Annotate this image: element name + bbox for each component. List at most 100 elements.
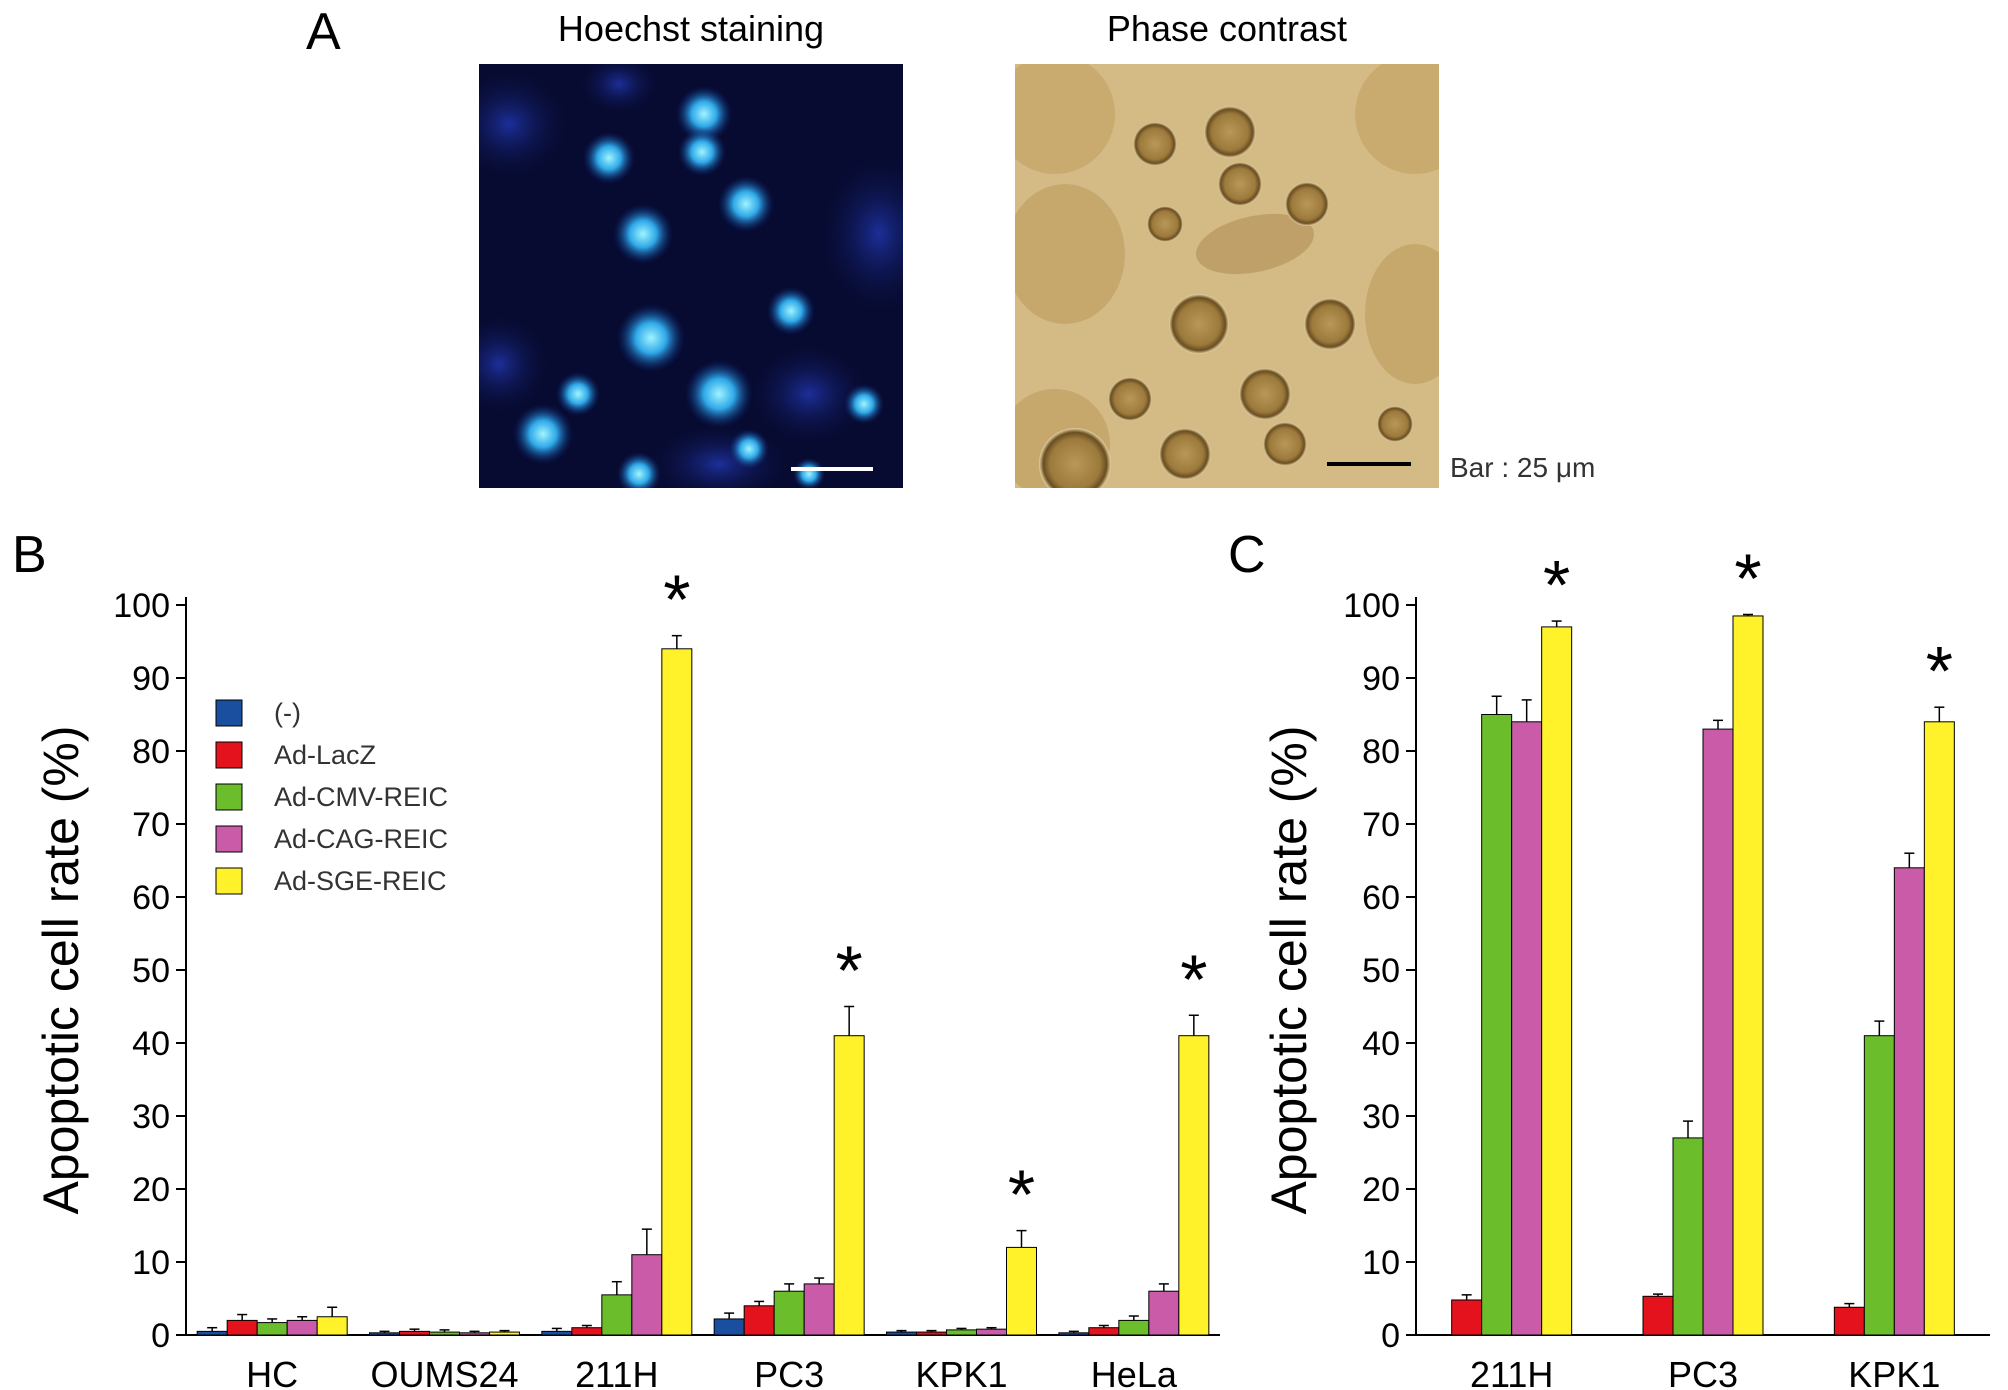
hoechst-micrograph bbox=[479, 64, 903, 488]
x-tick-label: 211H bbox=[1470, 1354, 1553, 1390]
significance-marker: * bbox=[836, 932, 863, 1010]
bar bbox=[226, 1319, 258, 1336]
y-tick-label: 40 bbox=[132, 1025, 170, 1063]
y-tick-label: 90 bbox=[132, 660, 170, 698]
bar bbox=[1511, 721, 1543, 1336]
bar bbox=[399, 1330, 430, 1336]
scale-bar-label: Bar : 25 μm bbox=[1450, 452, 1596, 483]
y-tick-label: 20 bbox=[1362, 1171, 1400, 1209]
legend-label: Ad-LacZ bbox=[274, 740, 376, 770]
legend-swatch bbox=[215, 783, 243, 811]
bar bbox=[1642, 1295, 1674, 1336]
y-tick-label: 30 bbox=[1362, 1098, 1400, 1136]
x-tick-label: HeLa bbox=[1091, 1354, 1178, 1390]
x-tick-label: PC3 bbox=[1668, 1354, 1738, 1390]
significance-marker: * bbox=[663, 561, 690, 639]
phase-title: Phase contrast bbox=[1106, 8, 1348, 49]
bar bbox=[196, 1330, 228, 1336]
bar bbox=[1893, 867, 1925, 1336]
bar bbox=[1451, 1299, 1483, 1336]
bar bbox=[1672, 1137, 1704, 1336]
y-tick-label: 0 bbox=[151, 1317, 170, 1355]
bar bbox=[743, 1305, 775, 1336]
bar bbox=[601, 1294, 633, 1336]
x-tick-label: KPK1 bbox=[915, 1354, 1007, 1390]
hoechst-scale-bar bbox=[791, 467, 873, 471]
bar bbox=[1118, 1319, 1150, 1336]
hoechst-title: Hoechst staining bbox=[557, 8, 825, 49]
bar bbox=[1702, 728, 1734, 1336]
bar bbox=[803, 1283, 835, 1336]
bar bbox=[1178, 1035, 1210, 1336]
y-tick-label: 100 bbox=[113, 587, 170, 625]
bar bbox=[1541, 626, 1573, 1336]
legend-label: (-) bbox=[274, 698, 301, 728]
bar bbox=[773, 1290, 805, 1336]
y-tick-label: 90 bbox=[1362, 660, 1400, 698]
legend-label: Ad-CMV-REIC bbox=[274, 782, 448, 812]
significance-marker: * bbox=[1180, 940, 1207, 1018]
bar bbox=[976, 1328, 1007, 1336]
y-tick-label: 10 bbox=[132, 1244, 170, 1282]
legend-swatch bbox=[215, 867, 243, 895]
y-tick-label: 20 bbox=[132, 1171, 170, 1209]
legend-swatch bbox=[215, 699, 243, 727]
bar bbox=[571, 1327, 603, 1336]
bar bbox=[541, 1330, 573, 1336]
legend-label: Ad-SGE-REIC bbox=[274, 866, 447, 896]
y-axis-label: Apoptotic cell rate (%) bbox=[33, 725, 89, 1214]
bar bbox=[1863, 1035, 1895, 1336]
y-tick-label: 0 bbox=[1381, 1317, 1400, 1355]
x-tick-label: 211H bbox=[575, 1354, 658, 1390]
chart-c: C Apoptotic cell rate (%) 0 10 20 30 40 50 60 70 8… bbox=[1228, 526, 1990, 1390]
bar bbox=[429, 1331, 460, 1336]
bar bbox=[946, 1329, 977, 1336]
y-tick-label: 50 bbox=[132, 952, 170, 990]
y-tick-label: 80 bbox=[132, 733, 170, 771]
bar bbox=[1481, 714, 1513, 1336]
panel-a-letter: A bbox=[306, 3, 341, 61]
bar bbox=[833, 1035, 865, 1336]
x-tick-label: KPK1 bbox=[1848, 1354, 1940, 1390]
bar bbox=[1833, 1306, 1865, 1336]
y-tick-label: 60 bbox=[132, 879, 170, 917]
y-tick-label: 10 bbox=[1362, 1244, 1400, 1282]
bar bbox=[1148, 1290, 1180, 1336]
significance-marker: * bbox=[1734, 539, 1761, 617]
y-tick-label: 60 bbox=[1362, 879, 1400, 917]
legend-label: Ad-CAG-REIC bbox=[274, 824, 448, 854]
y-tick-label: 50 bbox=[1362, 952, 1400, 990]
significance-marker: * bbox=[1008, 1156, 1035, 1234]
bar bbox=[1088, 1327, 1120, 1336]
bar bbox=[661, 648, 693, 1336]
x-tick-label: OUMS24 bbox=[370, 1354, 518, 1390]
bar bbox=[1006, 1246, 1037, 1336]
legend-swatch bbox=[215, 741, 243, 769]
panel-c-letter: C bbox=[1228, 526, 1266, 584]
bar bbox=[916, 1331, 947, 1336]
significance-marker: * bbox=[1543, 546, 1570, 624]
bar bbox=[1923, 721, 1955, 1336]
panel-b-letter: B bbox=[12, 526, 47, 584]
bar bbox=[489, 1331, 520, 1336]
x-tick-label: PC3 bbox=[754, 1354, 824, 1390]
bar bbox=[256, 1322, 288, 1336]
chart-b: B Apoptotic cell rate (%) 0 10 20 30 40 50 60 70 8… bbox=[12, 526, 1220, 1390]
phase-scale-bar bbox=[1327, 462, 1411, 466]
bar bbox=[1058, 1332, 1090, 1336]
x-tick-label: HC bbox=[246, 1354, 298, 1390]
bar bbox=[316, 1316, 348, 1336]
bar bbox=[459, 1332, 490, 1336]
bar bbox=[886, 1331, 917, 1336]
bar bbox=[369, 1332, 400, 1336]
y-tick-label: 40 bbox=[1362, 1025, 1400, 1063]
y-tick-label: 70 bbox=[1362, 806, 1400, 844]
y-axis-label: Apoptotic cell rate (%) bbox=[1261, 725, 1317, 1214]
bar bbox=[713, 1318, 745, 1336]
y-tick-label: 100 bbox=[1343, 587, 1400, 625]
bar bbox=[1732, 615, 1764, 1336]
bar bbox=[286, 1319, 318, 1336]
legend-swatch bbox=[215, 825, 243, 853]
significance-marker: * bbox=[1926, 632, 1953, 710]
y-tick-label: 70 bbox=[132, 806, 170, 844]
